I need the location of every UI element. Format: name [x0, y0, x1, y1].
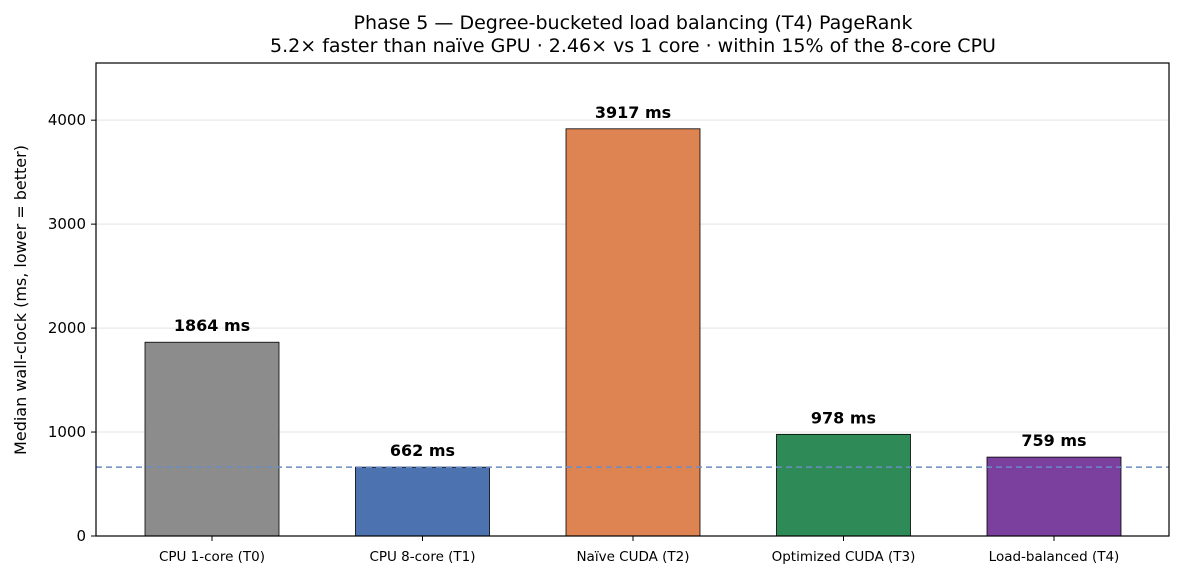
bar	[776, 433, 911, 537]
y-axis-label: Median wall-clock (ms, lower = better)	[11, 145, 30, 455]
data-label: 978 ms	[811, 408, 876, 427]
bar	[986, 456, 1122, 537]
bars	[144, 128, 1122, 537]
y-tick-label: 2000	[48, 319, 86, 337]
data-label: 3917 ms	[595, 103, 671, 122]
y-axis: 0 1000 2000 3000 4000	[48, 111, 96, 545]
x-tick-label: CPU 8-core (T1)	[369, 549, 475, 565]
x-tick-label: Load-balanced (T4)	[989, 549, 1120, 565]
y-tick-label: 0	[76, 527, 86, 545]
data-label: 662 ms	[390, 441, 455, 460]
y-tick-label: 1000	[48, 423, 86, 441]
x-tick-label: Naïve CUDA (T2)	[576, 549, 689, 565]
bar	[355, 466, 490, 537]
y-tick-label: 3000	[48, 215, 86, 233]
data-labels: 1864 ms 662 ms 3917 ms 978 ms 759 ms	[174, 103, 1087, 460]
x-axis: CPU 1-core (T0) CPU 8-core (T1) Naïve CUDA…	[159, 536, 1119, 565]
bar	[144, 341, 280, 537]
chart-subtitle: 5.2× faster than naïve GPU · 2.46× vs 1 …	[270, 35, 996, 57]
y-tick-label: 4000	[48, 111, 86, 129]
bar	[565, 128, 701, 537]
x-tick-label: CPU 1-core (T0)	[159, 549, 265, 565]
data-label: 1864 ms	[174, 316, 250, 335]
chart-title: Phase 5 — Degree-bucketed load balancing…	[354, 12, 913, 34]
data-label: 759 ms	[1021, 431, 1086, 450]
x-tick-label: Optimized CUDA (T3)	[772, 549, 916, 565]
